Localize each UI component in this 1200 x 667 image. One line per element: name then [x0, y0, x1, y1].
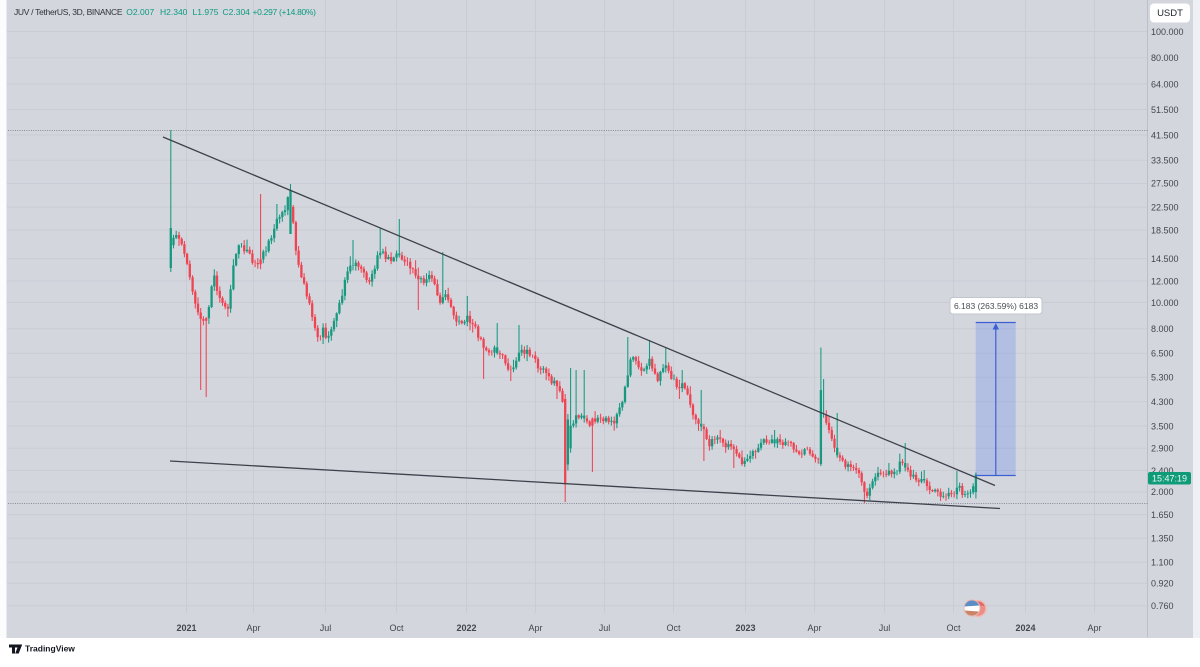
svg-text:2021: 2021 [176, 623, 196, 633]
svg-text:C2.304: C2.304 [223, 7, 251, 17]
svg-text:2.000: 2.000 [1151, 487, 1174, 497]
svg-text:0.760: 0.760 [1151, 601, 1174, 611]
svg-text:10.000: 10.000 [1151, 298, 1179, 308]
svg-text:Oct: Oct [666, 623, 681, 633]
svg-text:12.000: 12.000 [1151, 276, 1179, 286]
svg-text:Oct: Oct [946, 623, 961, 633]
svg-text:Jul: Jul [879, 623, 891, 633]
svg-text:1.350: 1.350 [1151, 534, 1174, 544]
svg-text:33.500: 33.500 [1151, 156, 1179, 166]
svg-text:+0.297 (+14.80%): +0.297 (+14.80%) [253, 7, 317, 17]
svg-text:Apr: Apr [807, 623, 821, 633]
svg-text:USDT: USDT [1157, 8, 1183, 19]
svg-text:JUV / TetherUS, 3D, BINANCE: JUV / TetherUS, 3D, BINANCE [14, 7, 123, 17]
svg-text:100.000: 100.000 [1151, 27, 1184, 37]
svg-text:27.500: 27.500 [1151, 179, 1179, 189]
svg-text:6.500: 6.500 [1151, 349, 1174, 359]
svg-text:80.000: 80.000 [1151, 53, 1179, 63]
svg-text:4.300: 4.300 [1151, 397, 1174, 407]
svg-text:Jul: Jul [320, 623, 332, 633]
svg-text:Apr: Apr [1087, 623, 1101, 633]
svg-text:0.920: 0.920 [1151, 579, 1174, 589]
svg-text:41.500: 41.500 [1151, 130, 1179, 140]
svg-text:2022: 2022 [456, 623, 476, 633]
svg-text:2024: 2024 [1015, 623, 1035, 633]
svg-text:TradingView: TradingView [25, 644, 75, 654]
svg-text:L1.975: L1.975 [193, 7, 219, 17]
svg-text:2.400: 2.400 [1151, 466, 1174, 476]
svg-text:2023: 2023 [735, 623, 755, 633]
svg-text:Apr: Apr [246, 623, 260, 633]
svg-text:H2.340: H2.340 [160, 7, 188, 17]
svg-text:18.500: 18.500 [1151, 225, 1179, 235]
svg-text:51.500: 51.500 [1151, 105, 1179, 115]
svg-text:22.500: 22.500 [1151, 202, 1179, 212]
svg-text:Oct: Oct [389, 623, 404, 633]
svg-text:14.500: 14.500 [1151, 254, 1179, 264]
svg-text:8.000: 8.000 [1151, 324, 1174, 334]
svg-text:O2.007: O2.007 [126, 7, 154, 17]
svg-text:64.000: 64.000 [1151, 79, 1179, 89]
svg-text:3.500: 3.500 [1151, 421, 1174, 431]
svg-text:15:47:19: 15:47:19 [1152, 474, 1187, 484]
svg-text:1.650: 1.650 [1151, 510, 1174, 520]
svg-text:Jul: Jul [599, 623, 611, 633]
svg-text:2.900: 2.900 [1151, 444, 1174, 454]
svg-text:5.300: 5.300 [1151, 373, 1174, 383]
svg-text:6.183 (263.59%) 6183: 6.183 (263.59%) 6183 [954, 301, 1038, 311]
svg-text:1.100: 1.100 [1151, 558, 1174, 568]
svg-text:Apr: Apr [528, 623, 542, 633]
